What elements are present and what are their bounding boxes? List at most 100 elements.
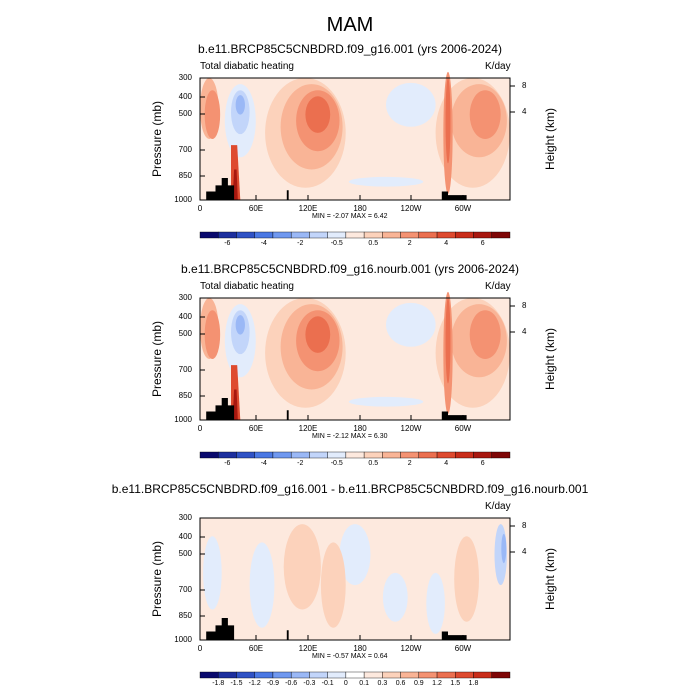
colorbar-box <box>473 451 492 459</box>
colorbar-box <box>382 231 401 239</box>
xtick-label: 120W <box>400 644 422 653</box>
colorbar-box <box>418 231 438 239</box>
plot-area <box>199 71 515 201</box>
colorbar-box <box>436 671 456 679</box>
xtick-label: 60W <box>454 644 472 653</box>
colorbar-box <box>199 671 219 679</box>
colorbar-box <box>218 451 237 459</box>
y-axis-label: Pressure (mb) <box>150 321 164 398</box>
ytick-label: 1000 <box>174 415 192 424</box>
colorbar-box <box>199 451 219 459</box>
colorbar-label: -0.5 <box>330 460 343 467</box>
topography-africa <box>206 398 235 420</box>
colorbar-box <box>455 231 474 239</box>
xtick-label: 0 <box>197 204 203 213</box>
colorbar-box <box>418 671 438 679</box>
contour-region <box>249 542 275 628</box>
ytick-label: 400 <box>178 92 192 101</box>
contour-region <box>445 78 451 164</box>
colorbar-box <box>491 451 511 459</box>
colorbar-box <box>400 671 420 679</box>
units-label: K/day <box>485 501 511 512</box>
contour-region <box>203 536 222 610</box>
plot-area <box>199 291 515 421</box>
ytick-label: 300 <box>178 73 192 82</box>
contour-region <box>305 96 331 133</box>
colorbar-label: 4 <box>444 460 449 467</box>
y-axis-right-label: Height (km) <box>543 328 557 391</box>
colorbar-label: 4 <box>444 240 449 247</box>
units-label: K/day <box>485 281 511 292</box>
left-string: Total diabatic heating <box>200 61 294 72</box>
xtick-label: 60E <box>248 204 264 213</box>
colorbar-label: 6 <box>480 460 485 467</box>
colorbar-box <box>290 451 310 459</box>
colorbar-label: 0 <box>343 680 348 687</box>
topography-andes <box>441 631 467 640</box>
colorbar-label: -4 <box>260 460 267 467</box>
xtick-label: 180 <box>353 424 367 433</box>
colorbar-label: -1.2 <box>248 680 261 687</box>
colorbar-label: 0.1 <box>359 680 369 687</box>
topography-andes <box>441 191 467 200</box>
colorbar-box <box>309 231 328 239</box>
plot-border <box>199 297 511 421</box>
colorbar-label: 0.3 <box>377 680 388 687</box>
y-axis-right-label: Height (km) <box>543 108 557 171</box>
topography-andes <box>441 411 467 420</box>
colorbar-label: -4 <box>260 240 267 247</box>
plot-border <box>199 517 511 641</box>
colorbar-label: 0.6 <box>395 680 406 687</box>
contour-region <box>445 298 451 384</box>
colorbar-box <box>327 451 347 459</box>
colorbar-box <box>491 231 511 239</box>
colorbar-box <box>455 671 474 679</box>
colorbar-box <box>254 671 274 679</box>
colorbar-box <box>272 451 292 459</box>
contour-region <box>283 524 321 610</box>
xtick-label: 120E <box>298 204 318 213</box>
contour-region <box>426 572 445 634</box>
colorbar-box <box>290 231 310 239</box>
colorbar-box <box>345 671 365 679</box>
colorbar-box <box>418 451 438 459</box>
y-axis-label: Pressure (mb) <box>150 541 164 618</box>
ytick-right-label: 4 <box>522 547 527 556</box>
xtick-label: 0 <box>197 424 203 433</box>
colorbar-box <box>309 451 328 459</box>
colorbar-label: 1.2 <box>432 680 442 687</box>
colorbar-box <box>327 231 347 239</box>
topography-island <box>286 410 289 420</box>
colorbar-label: 2 <box>407 460 412 467</box>
ytick-label: 700 <box>178 365 192 374</box>
units-label: K/day <box>485 61 511 72</box>
colorbar-label: 1.8 <box>468 680 479 687</box>
panel-title: b.e11.BRCP85C5CNBDRD.f09_g16.nourb.001 (… <box>181 262 519 276</box>
colorbar-box <box>363 231 383 239</box>
y-axis-label: Pressure (mb) <box>150 101 164 178</box>
colorbar <box>199 451 511 459</box>
colorbar-label: -0.1 <box>321 680 334 687</box>
ytick-label: 300 <box>178 293 192 302</box>
ytick-label: 1000 <box>174 195 192 204</box>
ytick-label: 400 <box>178 312 192 321</box>
xtick-label: 60W <box>454 204 472 213</box>
colorbar-label: -0.6 <box>285 680 298 687</box>
topography-island <box>286 190 289 200</box>
contour-region <box>469 90 501 139</box>
xtick-label: 180 <box>353 644 367 653</box>
contour-region <box>501 533 507 564</box>
xtick-label: 0 <box>197 644 203 653</box>
ytick-label: 700 <box>178 585 192 594</box>
ytick-right-label: 8 <box>522 301 527 310</box>
colorbar-box <box>400 451 420 459</box>
min-max-label: MIN = -2.07 MAX = 6.42 <box>312 213 388 220</box>
ytick-label: 300 <box>178 513 192 522</box>
colorbar-box <box>218 671 237 679</box>
contour-region <box>469 310 501 359</box>
colorbar-box <box>272 671 292 679</box>
colorbar-label: -1.5 <box>230 680 243 687</box>
ytick-right-label: 4 <box>522 107 527 116</box>
colorbar-label: -2 <box>297 240 304 247</box>
colorbar-box <box>436 451 456 459</box>
